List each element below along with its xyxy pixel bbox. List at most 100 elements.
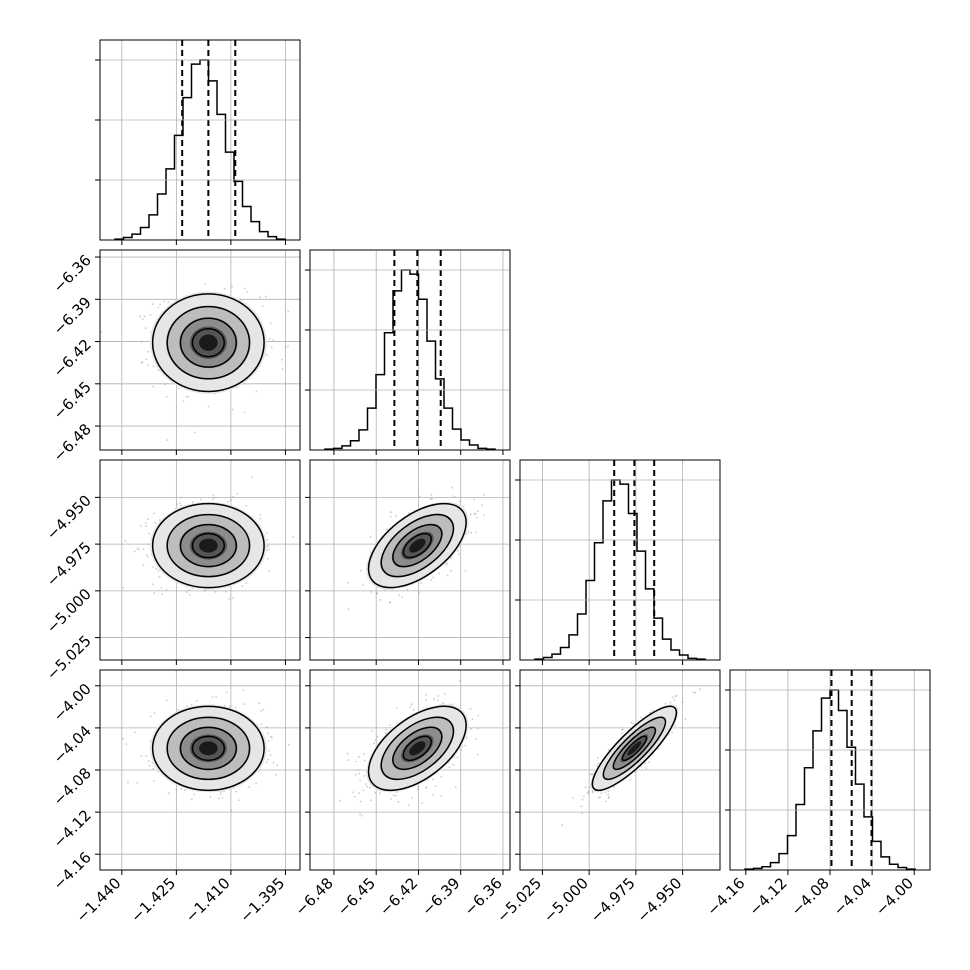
sample-point [140,755,143,758]
contour-line [380,716,455,781]
sample-point [175,788,178,791]
x-tick-label: −1.410 [182,874,234,926]
sample-point [122,738,125,740]
sample-point [398,594,401,597]
sample-point [370,591,373,593]
sample-point [167,792,170,795]
sample-point [157,570,160,572]
sample-point [189,594,191,596]
sample-point [409,706,412,708]
sample-point [358,772,361,775]
x-tick-label: −4.16 [703,874,748,919]
sample-point [671,731,674,734]
sample-point [147,350,150,353]
sample-point [371,730,373,733]
sample-point [389,515,392,518]
sample-point [163,300,166,303]
sample-point [475,531,478,534]
sample-point [148,532,151,535]
sample-point [212,494,215,497]
sample-point [374,791,377,794]
sample-point [221,796,224,799]
y-tick-label: −5.000 [43,585,95,637]
sample-point [154,522,157,524]
sample-point [622,728,624,731]
sample-point [584,786,587,789]
histogram-1 [324,269,496,450]
sample-point [164,383,167,386]
sample-point [362,789,365,791]
sample-point [245,505,248,507]
sample-point [230,809,233,812]
sample-point [451,486,454,489]
sample-point [460,748,463,751]
panel-frame [309,459,511,661]
sample-point [379,792,381,794]
histogram-2 [534,479,706,660]
sample-point [125,743,128,745]
sample-point [177,708,180,711]
contour-line [166,305,251,380]
panel-1-1 [305,249,511,455]
sample-point [621,732,623,735]
sample-point [149,715,152,718]
sample-point [151,762,154,764]
sample-point [397,800,400,803]
panel-2-0: −5.025−5.000−4.975−4.950 [43,459,301,684]
sample-point [227,501,230,503]
contour-line [179,726,237,771]
x-tick-label: −6.48 [292,874,337,919]
sample-point [182,400,185,402]
sample-point [588,786,591,789]
sample-point [384,589,387,591]
sample-point [265,354,268,356]
sample-point [225,691,228,694]
sample-point [607,793,609,796]
y-tick-label: −6.48 [50,420,95,465]
sample-point [431,497,433,500]
sample-point [272,339,275,342]
sample-point [143,315,146,318]
y-tick-label: −5.025 [43,632,95,684]
sample-point [338,799,341,802]
sample-point [425,698,427,701]
x-tick-label: −4.08 [788,874,833,919]
x-tick-label: −4.12 [745,874,790,919]
contour-line [612,726,657,771]
sample-point [607,797,610,800]
sample-point [437,695,439,697]
sample-point [476,727,479,730]
panel-3-1: −6.48−6.45−6.42−6.39−6.36 [292,669,511,919]
density-shade [409,741,426,756]
sample-point [675,694,678,697]
sample-point [264,295,267,298]
sample-point [461,745,464,748]
sample-point [147,543,150,546]
sample-point [265,761,268,764]
sample-point [440,794,442,797]
sample-point [260,710,262,712]
sample-point [139,315,142,318]
sample-point [354,760,357,763]
sample-point [231,285,234,288]
sample-point [148,764,151,767]
sample-point [445,563,448,566]
sample-point [255,782,257,785]
sample-point [190,703,193,706]
sample-point [159,303,162,306]
sample-point [416,788,419,790]
contour-line [621,735,648,762]
sample-point [268,338,271,340]
sample-point [470,728,473,731]
sample-point [214,591,217,593]
contour-line [151,502,265,589]
sample-point [630,721,633,724]
panel-frame [309,669,511,871]
sample-point [267,740,270,742]
y-tick-label: −6.45 [50,378,95,423]
sample-point [645,767,648,770]
sample-point [597,756,599,759]
sample-point [583,795,585,798]
sample-point [261,305,264,307]
sample-point [587,791,590,794]
